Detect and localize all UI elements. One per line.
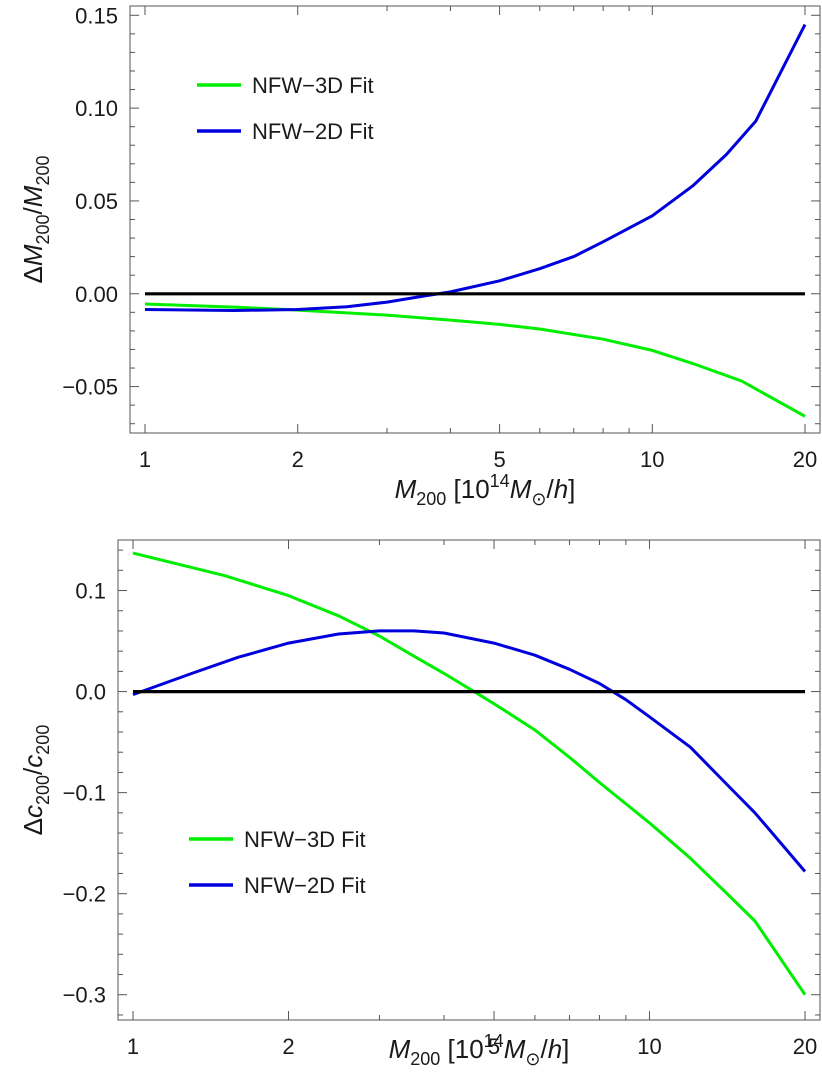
series-line-nfw-3d	[144, 302, 806, 418]
y-tick-label: 0.15	[75, 3, 118, 28]
plot-frame	[129, 5, 821, 434]
y-tick-label: 0.00	[75, 282, 118, 307]
x-tick-label: 2	[292, 447, 304, 472]
y-tick-label: −0.1	[63, 781, 106, 806]
series-line-nfw-2d	[132, 629, 807, 873]
legend-label: NFW−3D Fit	[244, 827, 366, 852]
x-tick-label: 10	[640, 447, 664, 472]
y-tick-label: 0.1	[75, 579, 106, 604]
x-tick-label: 20	[793, 1034, 817, 1059]
x-tick-label: 2	[282, 1034, 294, 1059]
legend-label: NFW−2D Fit	[244, 873, 366, 898]
y-tick-label: 0.05	[75, 189, 118, 214]
x-tick-label: 5	[493, 447, 505, 472]
y-tick-label: 0.0	[75, 680, 106, 705]
y-tick-label: 0.10	[75, 96, 118, 121]
legend-label: NFW−2D Fit	[252, 119, 374, 144]
legend-label: NFW−3D Fit	[252, 73, 374, 98]
x-tick-label: 20	[793, 447, 817, 472]
plot-frame	[117, 539, 821, 1021]
y-axis-label: ΔM200/M200	[18, 155, 53, 283]
series-line-nfw-2d	[144, 23, 807, 312]
x-tick-label: 1	[139, 447, 151, 472]
chart-panel-1: −0.05 0.00 0.05 0.10 0.15 1 2 5 10 20 NFW−3D Fit NF…	[18, 3, 821, 509]
x-tick-label: 5	[488, 1034, 500, 1059]
x-axis-label: M200 [1014M⊙/h]	[395, 471, 576, 509]
y-axis-label: Δc200/c200	[18, 725, 53, 836]
y-tick-label: −0.05	[62, 375, 118, 400]
x-axis-label: M200 [1014M⊙/h]	[389, 1031, 570, 1069]
series-line-nfw-3d	[132, 551, 807, 996]
x-tick-label: 1	[127, 1034, 139, 1059]
x-tick-label: 10	[637, 1034, 661, 1059]
y-tick-label: −0.2	[63, 882, 106, 907]
chart-panel-2: −0.3 −0.2 −0.1 0.0 0.1 1 2 5 10 20 NFW−3D Fit NFW−2…	[18, 539, 821, 1069]
y-tick-label: −0.3	[63, 983, 106, 1008]
